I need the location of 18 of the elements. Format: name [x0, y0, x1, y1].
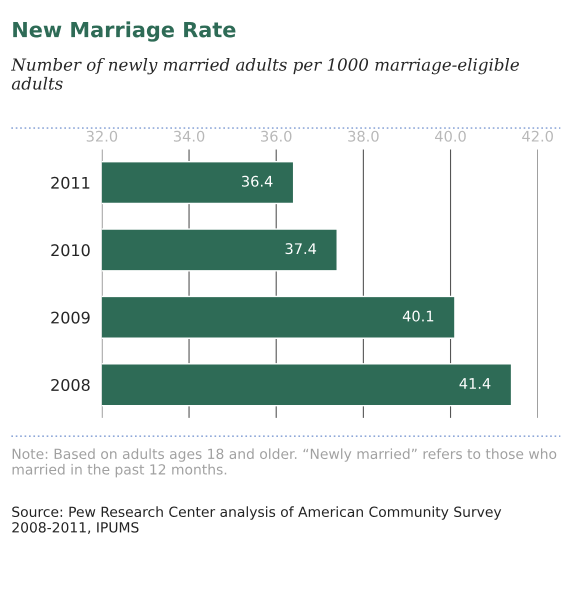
x-tick-label: 38.0 — [348, 130, 379, 142]
x-tick-label: 40.0 — [435, 130, 466, 142]
chart-subtitle: Number of newly married adults per 1000 marriage-eligible adults — [10, 58, 519, 90]
x-tick-label: 32.0 — [86, 130, 118, 142]
chart-title: New Marriage Rate — [13, 21, 236, 42]
y-tick-label: 2011 — [51, 176, 90, 189]
data-label: 41.4 — [459, 378, 490, 389]
data-label: 40.1 — [402, 310, 434, 322]
y-tick-label: 2008 — [51, 378, 90, 392]
data-label: 36.4 — [242, 176, 273, 187]
text: Note: Based on adults ages 18 and older. “Newly married” refers to those who married in the past 12 months. — [12, 448, 556, 478]
x-tick-label: 36.0 — [261, 130, 292, 142]
data-label: 37.4 — [286, 243, 316, 254]
source-note: Source: Pew Research Center analysis of American Community Survey 2008-2011, IPUMS — [12, 506, 502, 534]
y-tick-label: 2010 — [51, 244, 90, 256]
y-tick-label: 2009 — [51, 312, 90, 324]
x-tick-label: 34.0 — [174, 130, 204, 142]
x-tick-label: 42.0 — [522, 130, 553, 142]
